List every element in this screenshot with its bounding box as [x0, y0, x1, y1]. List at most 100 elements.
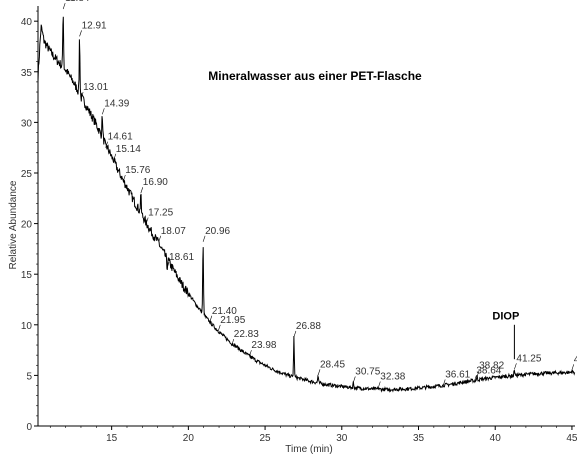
- peak-leader: [378, 381, 381, 388]
- x-tick-label: 25: [260, 433, 272, 444]
- peak-leader: [123, 174, 126, 182]
- peak-label: 18.61: [169, 252, 194, 263]
- peak-marker: 18.61: [166, 252, 194, 269]
- peak-leader: [217, 324, 221, 331]
- peak-leader: [79, 30, 82, 37]
- y-tick-label: 35: [21, 68, 33, 79]
- peak-label: 11.84: [65, 0, 90, 4]
- y-tick-label: 20: [21, 220, 33, 231]
- peak-marker: 44.99: [571, 354, 577, 371]
- peak-label: 38.64: [476, 365, 501, 376]
- peak-marker: 15.76: [123, 165, 151, 182]
- peak-label: 12.91: [82, 20, 107, 31]
- peak-leader: [209, 315, 213, 322]
- x-tick-label: 15: [106, 433, 118, 444]
- peak-leader: [249, 350, 252, 357]
- peak-label: 32.38: [380, 372, 405, 383]
- peak-marker: 26.88: [293, 321, 321, 338]
- y-tick-label: 25: [21, 169, 33, 180]
- annotation-layer: DIOP: [492, 311, 519, 360]
- x-tick-label: 20: [183, 433, 195, 444]
- peak-label: 18.07: [161, 226, 186, 237]
- peak-marker: 12.91: [79, 20, 107, 37]
- y-tick-label: 5: [26, 371, 32, 382]
- peak-label: 20.96: [205, 226, 230, 237]
- peak-marker: 21.95: [217, 315, 246, 331]
- peak-label: 44.99: [574, 354, 577, 365]
- peak-leader: [476, 370, 480, 377]
- peak-leader: [166, 262, 170, 269]
- peak-label: 22.83: [234, 329, 259, 340]
- x-tick-label: 40: [490, 433, 502, 444]
- peak-label: 28.45: [320, 359, 345, 370]
- chart-title: Mineralwasser aus einer PET-Flasche: [208, 69, 422, 83]
- peak-leader: [102, 108, 105, 115]
- peak-label: 26.88: [296, 321, 321, 332]
- peak-leader: [62, 2, 66, 10]
- peak-leader: [80, 92, 84, 99]
- peak-label: 21.95: [220, 315, 245, 326]
- peak-label: 14.39: [104, 98, 129, 109]
- peak-marker: 15.14: [113, 144, 141, 160]
- y-tick-label: 40: [21, 17, 33, 28]
- y-tick-label: 15: [21, 270, 33, 281]
- peak-marker: 18.07: [158, 226, 186, 242]
- peak-marker: 28.45: [317, 359, 345, 376]
- peak-label: 30.75: [355, 366, 380, 377]
- peak-leader: [317, 369, 321, 376]
- peak-leader: [113, 153, 117, 160]
- peak-leader: [474, 375, 477, 382]
- peak-leader: [105, 141, 108, 148]
- x-tick-label: 35: [413, 433, 425, 444]
- peak-label: 23.98: [251, 340, 276, 351]
- peak-leader: [202, 235, 206, 242]
- peak-label: 17.25: [148, 208, 173, 219]
- peak-marker: 32.38: [378, 372, 406, 388]
- peak-marker: 36.61: [442, 370, 471, 386]
- peak-label: 14.61: [108, 132, 133, 143]
- y-tick-label: 10: [21, 321, 33, 332]
- series-layer: [37, 16, 576, 393]
- peak-marker: 13.01: [80, 82, 109, 99]
- peak-label: 36.61: [445, 370, 470, 381]
- peak-marker: 22.83: [231, 329, 259, 346]
- peak-leader: [231, 338, 235, 346]
- peak-leader: [514, 363, 517, 370]
- peak-marker: 38.64: [474, 365, 502, 382]
- peak-marker: 30.75: [353, 366, 381, 383]
- series-line: [37, 16, 576, 393]
- peak-label: 38.82: [479, 360, 504, 371]
- peak-marker: 16.90: [140, 177, 168, 194]
- x-tick-label: 45: [566, 433, 577, 444]
- y-tick-label: 0: [26, 422, 32, 433]
- peak-leader: [571, 364, 575, 371]
- y-axis-label: Relative Abundance: [8, 180, 19, 269]
- peak-marker: 14.39: [102, 98, 130, 115]
- peak-marker: 17.25: [145, 208, 174, 224]
- peak-marker: 11.84: [62, 0, 90, 10]
- annotation-text: DIOP: [492, 311, 519, 323]
- peak-leader: [140, 187, 144, 194]
- peak-label: 41.25: [516, 353, 541, 364]
- y-tick-label: 30: [21, 118, 33, 129]
- peak-marker: 21.40: [209, 306, 237, 322]
- x-tick-label: 30: [336, 433, 348, 444]
- peak-leader: [145, 217, 149, 224]
- peak-leader: [442, 379, 446, 386]
- peak-leader: [353, 376, 356, 383]
- peak-marker: 14.61: [105, 132, 133, 148]
- peak-label: 16.90: [143, 177, 168, 188]
- peak-leader: [293, 330, 297, 338]
- x-axis-label: Time (min): [285, 444, 332, 455]
- peak-label: 15.76: [125, 165, 150, 176]
- peak-leader: [158, 235, 162, 242]
- peak-marker: 23.98: [249, 340, 277, 357]
- peak-marker: 20.96: [202, 226, 231, 242]
- peak-label: 21.40: [212, 306, 237, 317]
- peak-label: 15.14: [116, 144, 141, 155]
- peak-marker: 38.82: [476, 360, 505, 377]
- peak-label: 13.01: [83, 82, 108, 93]
